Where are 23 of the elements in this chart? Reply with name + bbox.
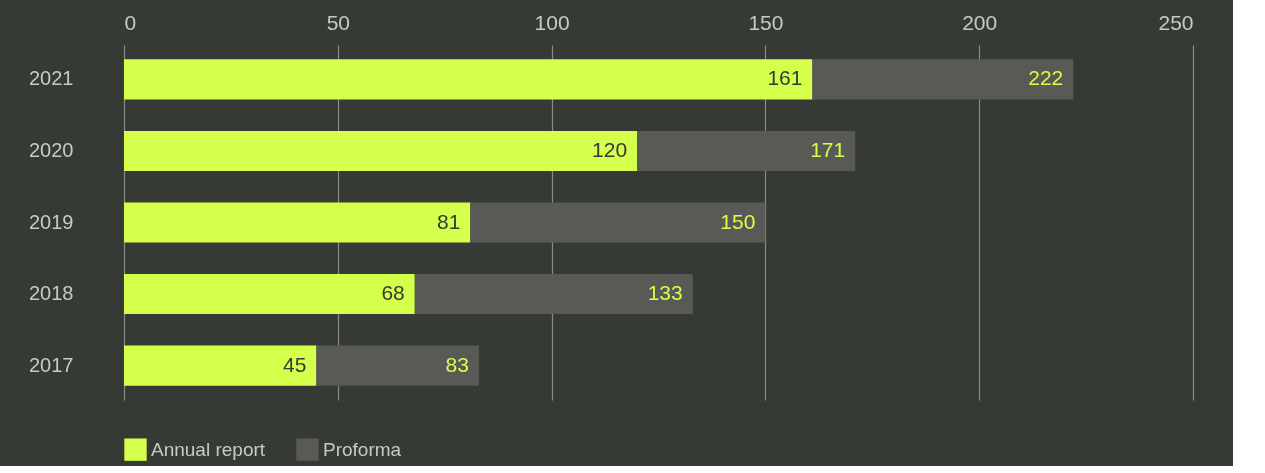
- y-tick-label: 2017: [29, 353, 74, 376]
- y-tick-label: 2020: [29, 138, 74, 161]
- data-label: 81: [437, 209, 461, 233]
- y-tick-label: 2021: [29, 67, 74, 90]
- data-label: 120: [592, 137, 628, 161]
- legend-label: Annual report: [151, 438, 266, 460]
- total-label: 222: [1028, 66, 1064, 90]
- x-tick-label: 200: [962, 10, 998, 34]
- x-tick-label: 150: [748, 10, 784, 34]
- legend-label: Proforma: [323, 438, 402, 460]
- x-tick-label: 100: [534, 10, 570, 34]
- total-label: 83: [445, 352, 469, 376]
- y-tick-label: 2019: [29, 210, 74, 233]
- data-label: 68: [381, 281, 405, 305]
- total-label: 171: [810, 137, 846, 161]
- x-tick-label: 50: [326, 10, 350, 34]
- total-label: 150: [720, 209, 756, 233]
- x-tick-label: 250: [1158, 10, 1194, 34]
- x-tick-label: 0: [124, 10, 137, 34]
- data-label: 45: [283, 352, 307, 376]
- total-label: 133: [647, 281, 683, 305]
- y-tick-label: 2018: [29, 282, 74, 305]
- data-label: 161: [767, 66, 803, 90]
